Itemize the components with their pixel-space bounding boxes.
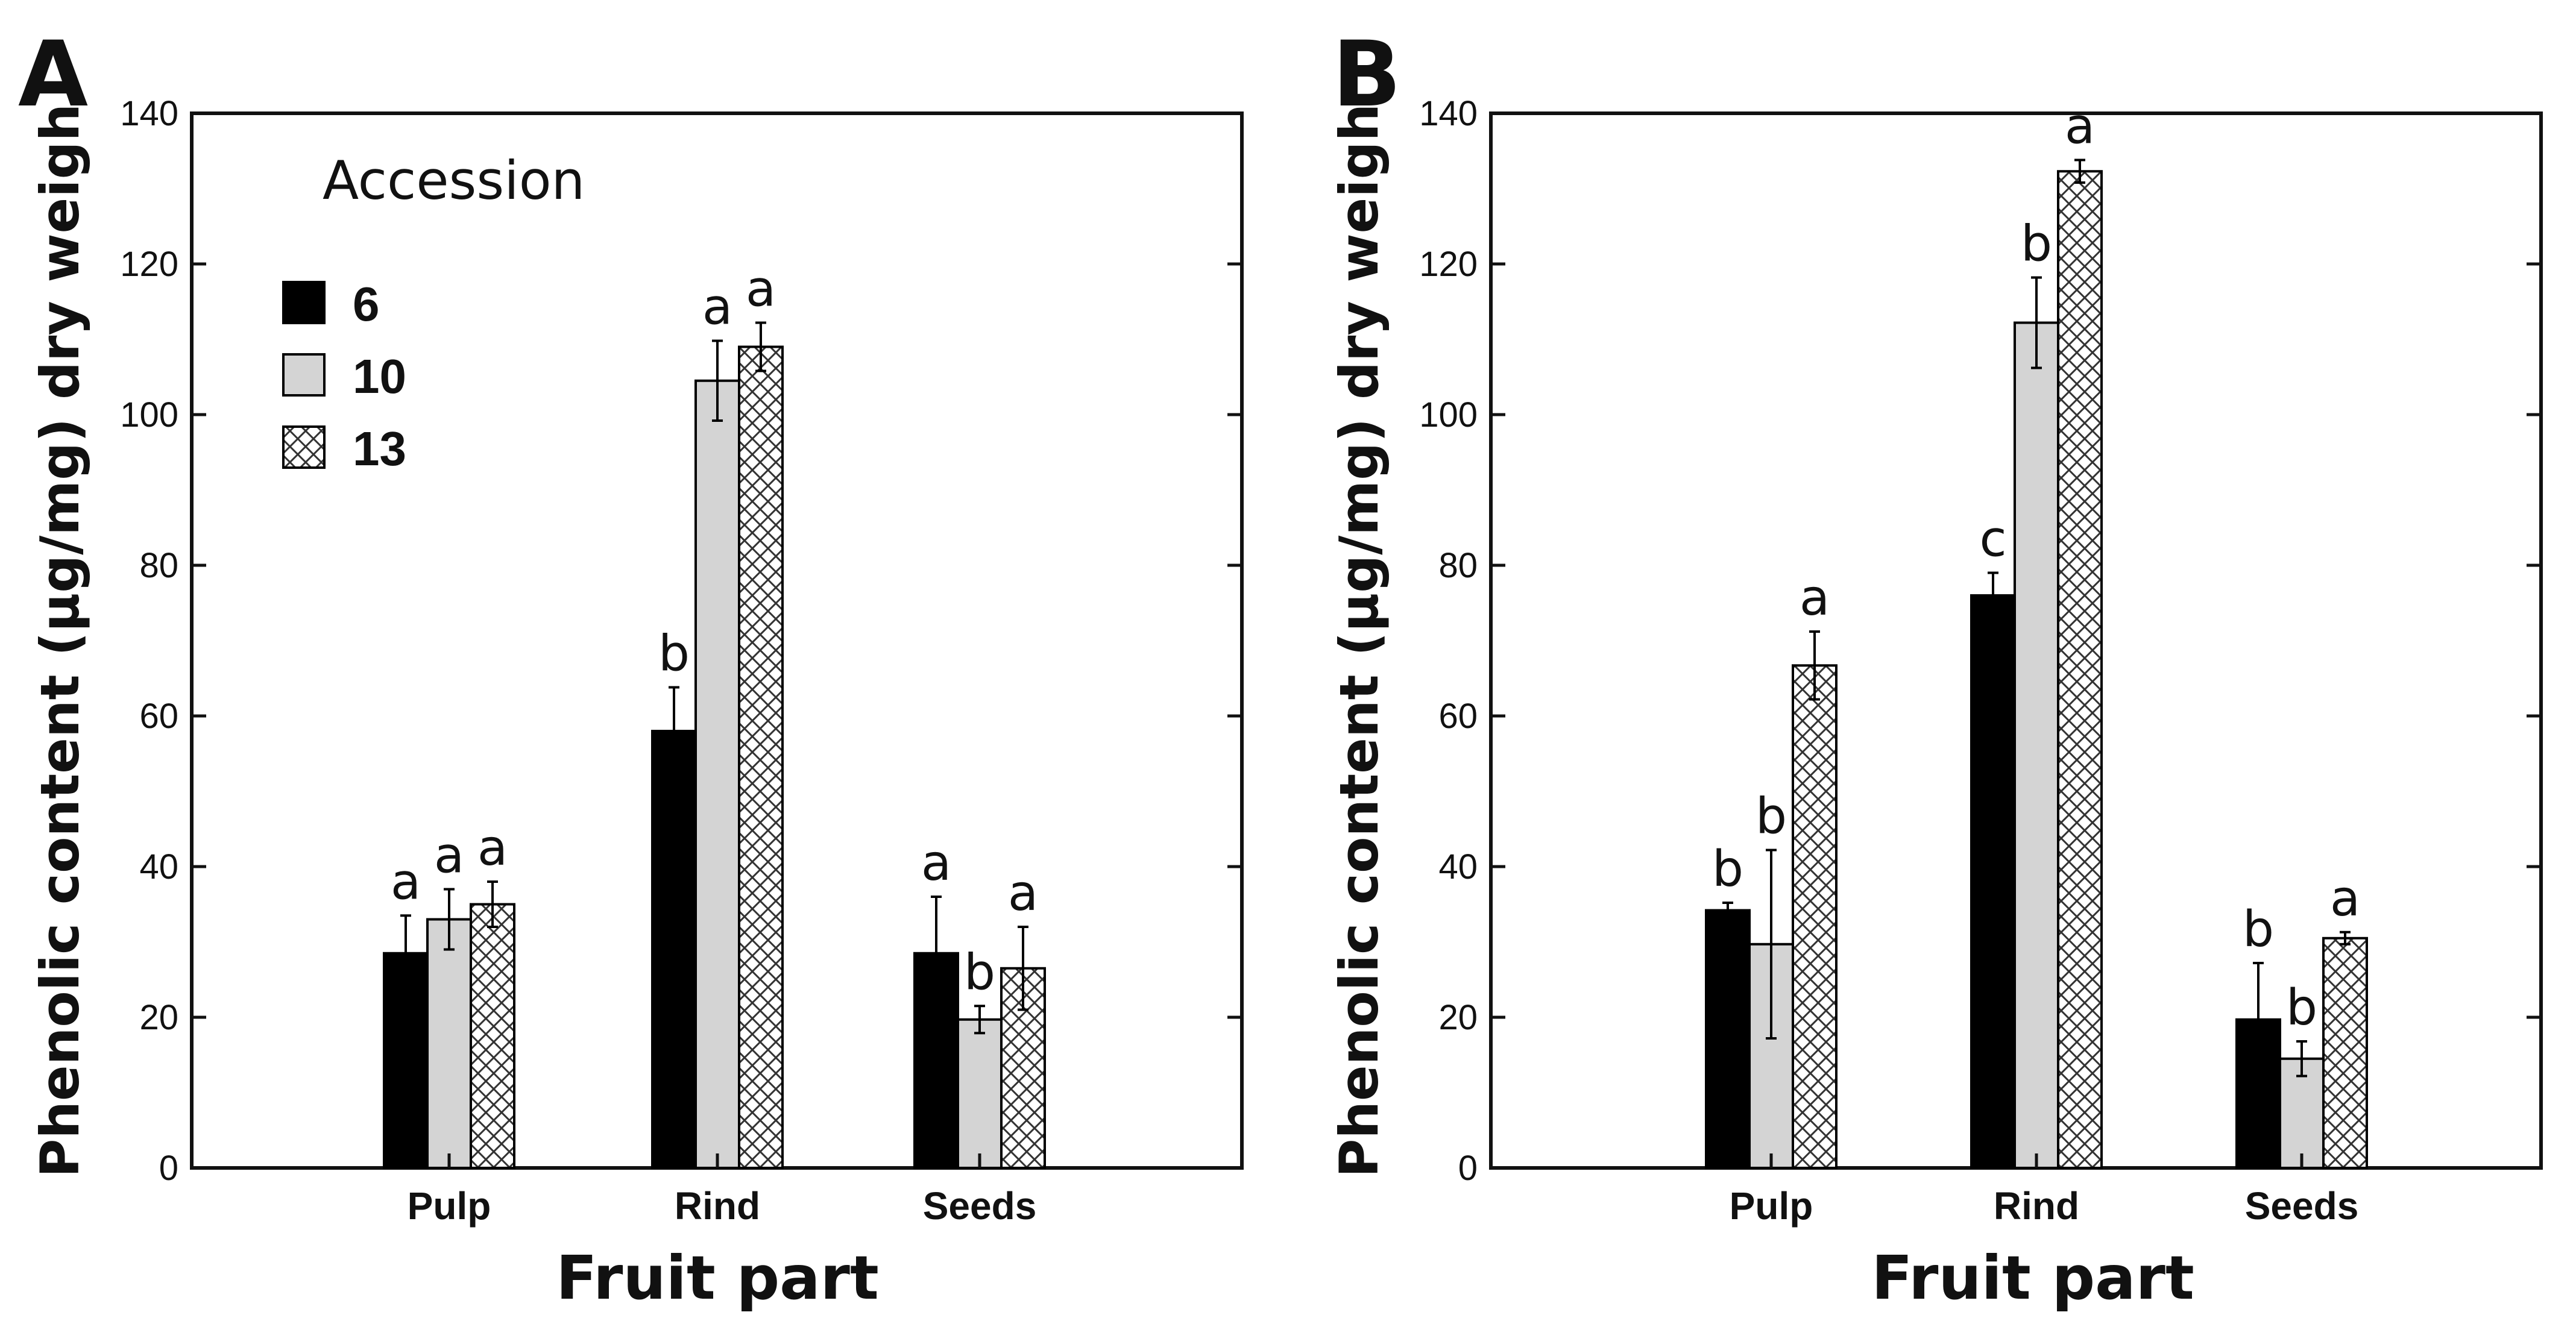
significance-label: a [921, 835, 951, 892]
y-tick-label: 60 [1438, 697, 1478, 736]
panel-a-y-axis: 0 20 40 60 80 100 120 140 [120, 94, 1242, 1188]
panel-b-letter: B [1332, 22, 1401, 127]
significance-label: b [1712, 841, 1743, 898]
bar [1970, 594, 2016, 1169]
significance-label: a [702, 279, 732, 336]
significance-label: b [2286, 979, 2317, 1037]
panel-b-x-axis: Pulp Rind Seeds [1730, 1153, 2359, 1228]
legend-label-10: 10 [353, 350, 406, 403]
significance-label: a [746, 261, 776, 318]
significance-label: b [964, 944, 995, 1001]
significance-label: a [1800, 570, 1830, 627]
legend-swatch-10 [282, 353, 326, 397]
x-tick-label: Pulp [1730, 1184, 1813, 1228]
bar [694, 379, 740, 1169]
legend-swatch-6 [282, 281, 326, 324]
legend-title: Accession [323, 149, 585, 212]
y-tick-label: 100 [120, 395, 178, 435]
panel-a-y-axis-title: Phenolic content (µg/mg) dry weigh [29, 104, 91, 1178]
panel-b-x-axis-title: Fruit part [1871, 1243, 2194, 1313]
bar [2057, 170, 2103, 1169]
bar [651, 730, 697, 1169]
bar [2014, 321, 2059, 1169]
y-tick-label: 120 [120, 245, 178, 284]
bar [957, 1018, 1003, 1169]
bar [2322, 937, 2368, 1169]
y-tick-label: 40 [139, 847, 178, 886]
y-tick-label: 60 [139, 697, 178, 736]
bar [470, 903, 515, 1169]
bar [1792, 664, 1838, 1169]
significance-label: b [1756, 788, 1787, 846]
legend-label-13: 13 [353, 422, 406, 475]
panel-b-y-axis: 0 20 40 60 80 100 120 140 [1419, 94, 2541, 1188]
y-tick-label: 140 [120, 94, 178, 133]
panel-a-x-axis-title: Fruit part [556, 1243, 879, 1313]
panel-a-letter: A [18, 22, 88, 127]
y-tick-label: 80 [139, 546, 178, 585]
significance-label: b [2243, 901, 2274, 958]
bar [426, 918, 472, 1169]
x-tick-label: Pulp [408, 1184, 491, 1228]
significance-label: a [1008, 865, 1038, 922]
bar [1705, 909, 1751, 1169]
y-tick-label: 120 [1419, 245, 1478, 284]
y-tick-label: 100 [1419, 395, 1478, 435]
legend-swatch-13 [282, 425, 326, 469]
y-tick-label: 20 [1438, 998, 1478, 1037]
significance-label: b [658, 626, 690, 683]
significance-label: b [2021, 216, 2052, 273]
x-tick-label: Rind [675, 1184, 760, 1228]
y-tick-label: 80 [1438, 546, 1478, 585]
legend-label-6: 6 [353, 277, 380, 331]
legend: Accession 6 10 13 [282, 149, 585, 475]
panel-a-x-axis: Pulp Rind Seeds [408, 1153, 1037, 1228]
panel-b-y-axis-title: Phenolic content (µg/mg) dry weigh [1328, 104, 1390, 1178]
x-tick-label: Rind [1994, 1184, 2079, 1228]
y-tick-label: 20 [139, 998, 178, 1037]
y-tick-label: 0 [1458, 1149, 1478, 1188]
bar [738, 345, 784, 1169]
significance-label: a [434, 827, 464, 885]
significance-label: a [2330, 870, 2360, 927]
y-tick-label: 0 [159, 1149, 178, 1188]
x-tick-label: Seeds [923, 1184, 1037, 1228]
y-tick-label: 140 [1419, 94, 1478, 133]
significance-label: a [391, 853, 421, 911]
x-tick-label: Seeds [2245, 1184, 2359, 1228]
y-tick-label: 40 [1438, 847, 1478, 886]
significance-label: c [1979, 511, 2006, 568]
significance-label: a [2065, 98, 2095, 155]
significance-label: a [477, 820, 508, 877]
